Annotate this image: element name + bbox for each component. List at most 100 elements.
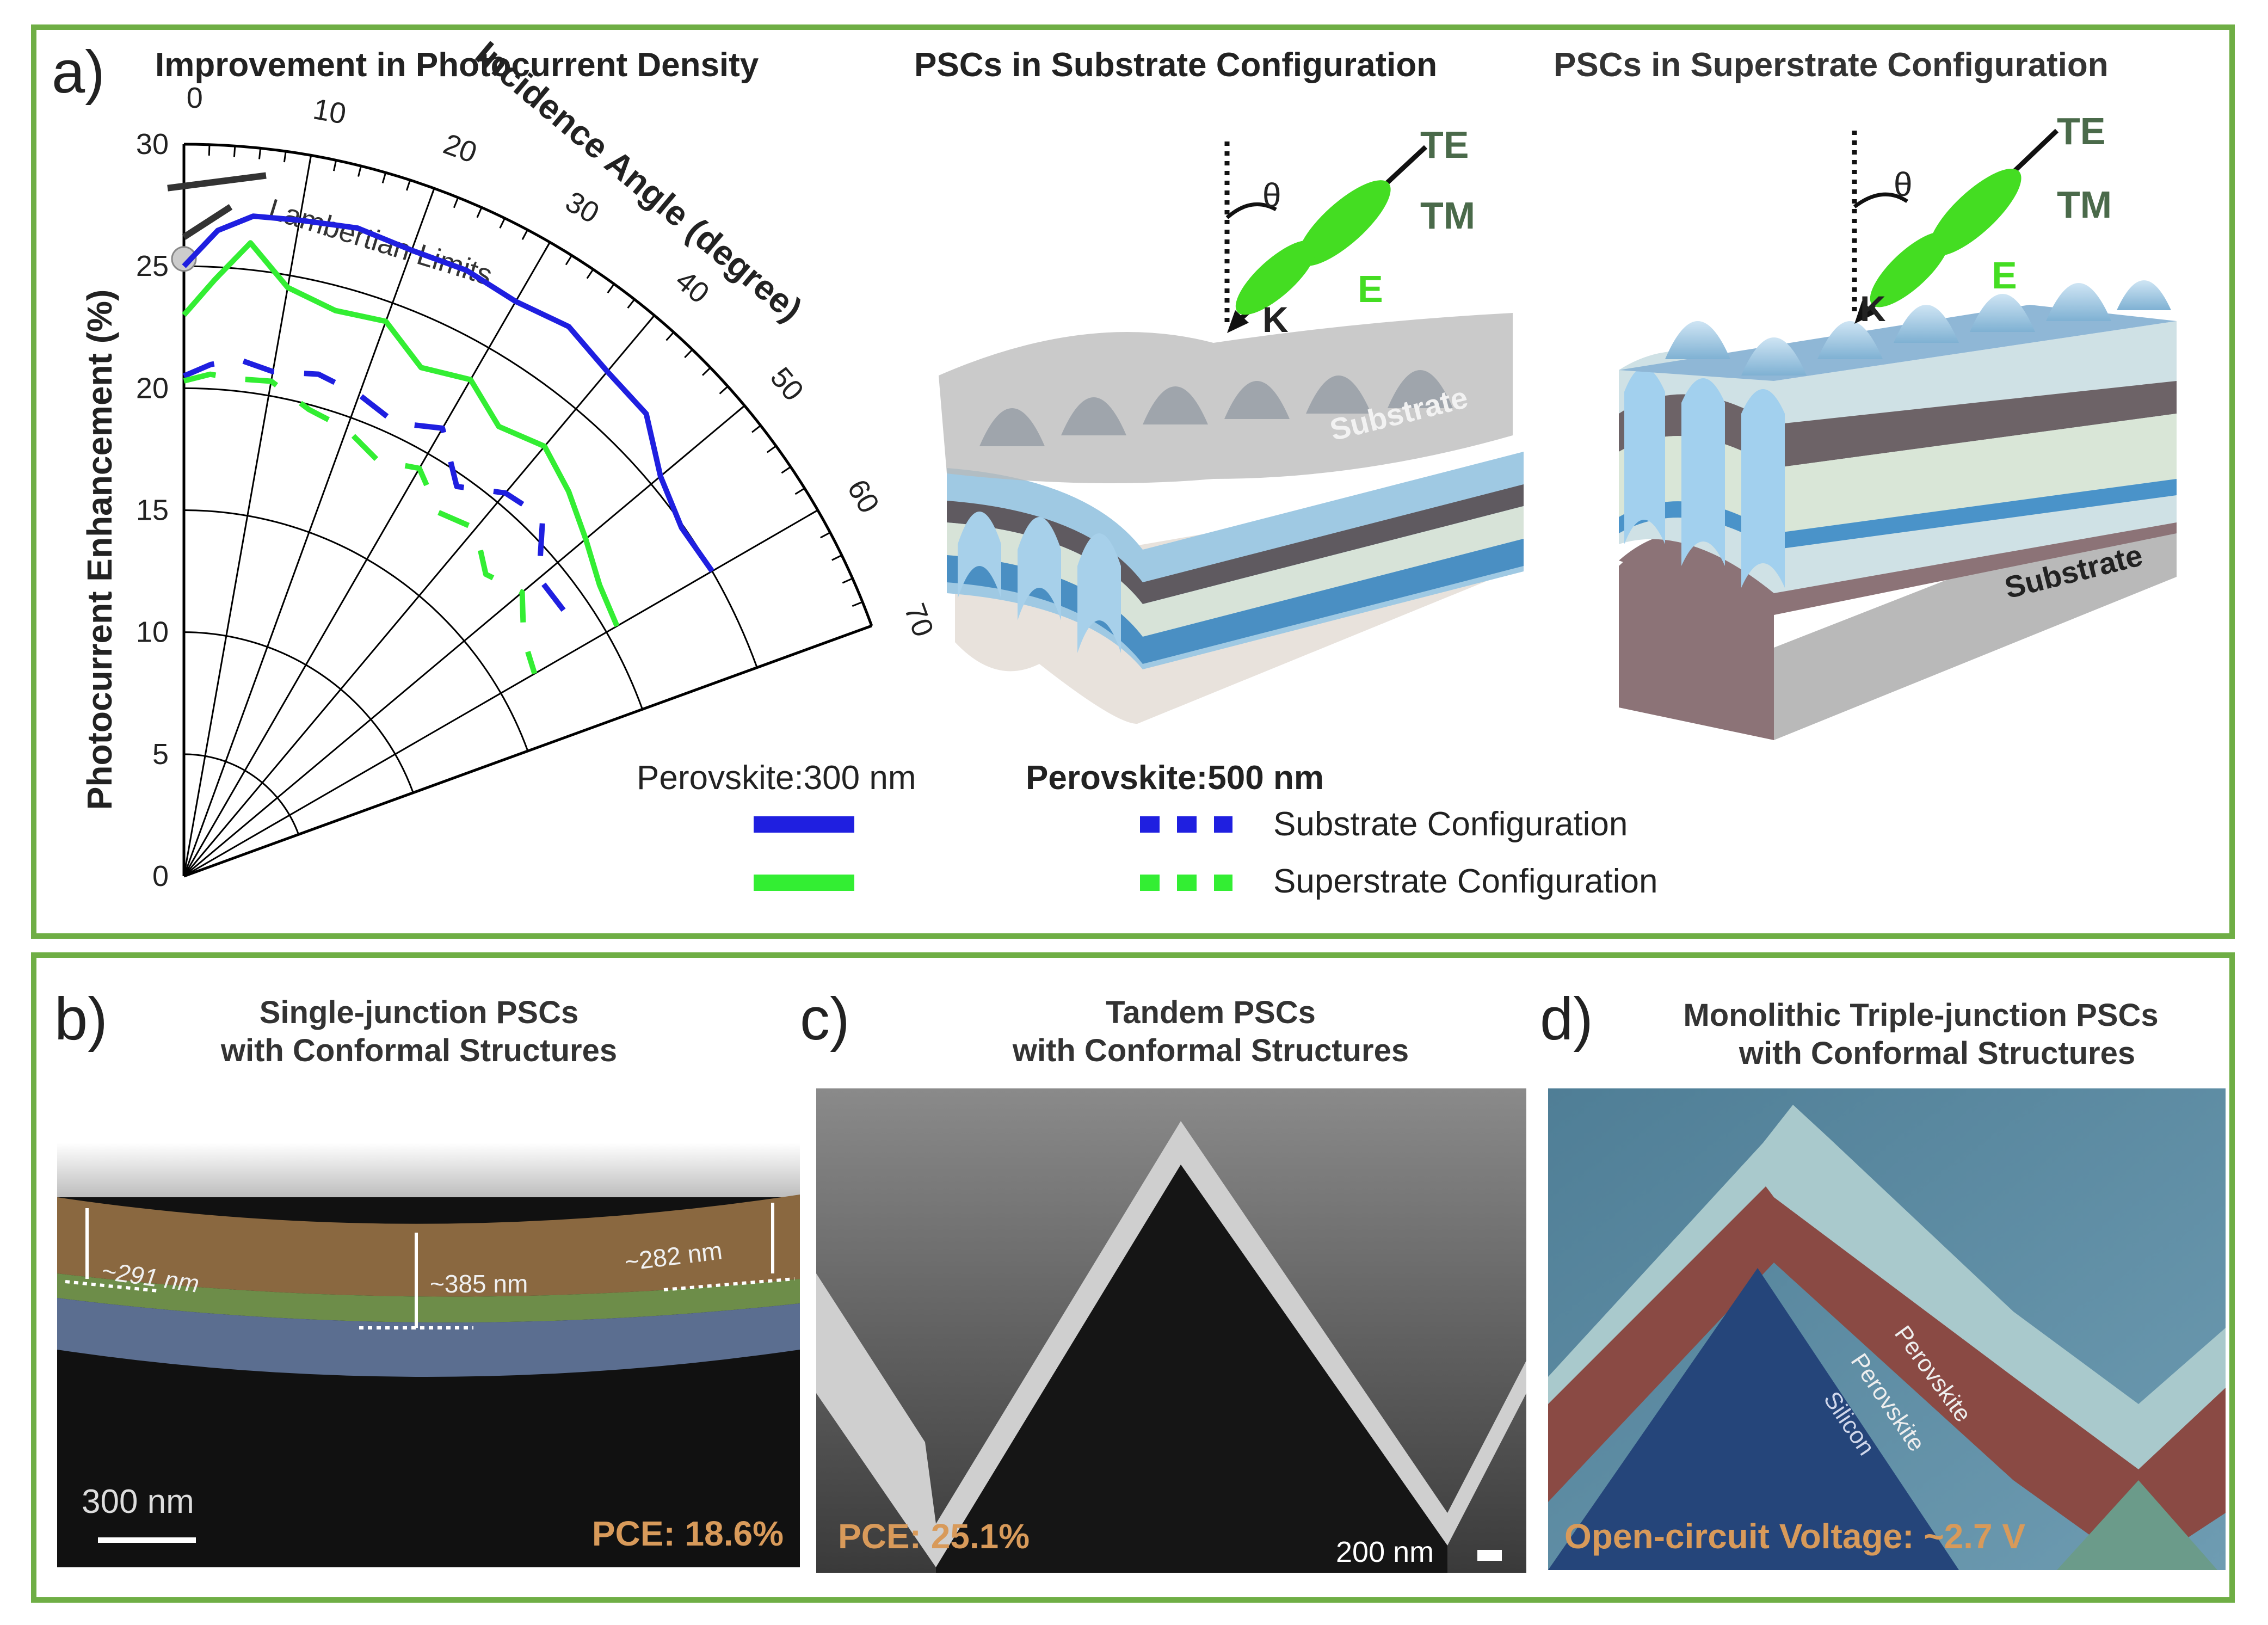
lambertian-arrow (167, 172, 267, 192)
radial-grid-arc (183, 143, 873, 626)
angular-tick-label: 60 (841, 474, 885, 519)
superstrate-incident-wave: θ TE TM E K (1852, 110, 2112, 329)
angular-tick-label: 30 (560, 185, 605, 230)
chart-title: Improvement in Photocurrent Density (155, 46, 759, 84)
angular-minor-tick (381, 172, 387, 183)
angular-minor-tick (429, 188, 435, 199)
panel-b-metric: PCE: 18.6% (592, 1514, 784, 1553)
substrate-theta: θ (1262, 177, 1281, 214)
panel-bcd-frame (31, 952, 2235, 1603)
series-line-4 (183, 371, 538, 675)
panel-c-metric: PCE: 25.1% (838, 1517, 1030, 1556)
series-line-3 (183, 356, 566, 612)
radial-tick-label: 30 (136, 128, 169, 161)
panel-c-title-2: with Conformal Structures (1012, 1033, 1409, 1068)
angular-minor-tick (521, 229, 528, 240)
angular-spoke (183, 242, 551, 877)
radial-tick-label: 25 (136, 250, 169, 282)
angular-minor-tick (684, 349, 693, 359)
angular-spoke (183, 155, 312, 877)
angular-minor-tick (565, 255, 573, 266)
panel-c-title-1: Tandem PSCs (1106, 995, 1316, 1030)
radial-tick-label: 20 (136, 372, 169, 404)
angular-minor-tick (499, 218, 506, 229)
angular-minor-tick (476, 207, 483, 218)
panel-b-letter: b) (54, 986, 108, 1052)
angular-spoke (183, 624, 872, 878)
panel-a-letter: a) (52, 39, 105, 106)
angular-tick-label: 40 (669, 264, 716, 310)
series-line-1 (182, 213, 714, 573)
angular-minor-tick (781, 466, 791, 474)
radial-tick-label: 5 (152, 738, 169, 771)
panel-d-title-2: with Conformal Structures (1739, 1036, 2135, 1071)
angular-minor-tick (842, 577, 853, 584)
superstrate-k: K (1860, 288, 1886, 329)
substrate-diagram: Substrate (939, 313, 1524, 724)
panel-b-title-2: with Conformal Structures (220, 1033, 617, 1068)
substrate-k: K (1262, 299, 1289, 340)
substrate-tm: TM (1420, 194, 1475, 237)
panel-d-sem-image: Perovskite Perovskite Silicon Open-circu… (1548, 1088, 2226, 1570)
thickness-mid: ~385 nm (430, 1270, 528, 1298)
angular-minor-tick (258, 148, 262, 159)
legend-superstrate-label: Superstrate Configuration (1273, 863, 1658, 900)
radial-tick-label: 10 (136, 616, 169, 649)
angular-tick-label: 0 (187, 82, 203, 114)
panel-b-sem-image: ~291 nm ~385 nm ~282 nm 300 nm PCE: 18.6… (57, 1143, 800, 1567)
legend-500-label: Perovskite:500 nm (1026, 759, 1324, 797)
superstrate-e: E (1992, 254, 2017, 297)
panel-a-frame (31, 24, 2235, 939)
angular-minor-tick (283, 151, 287, 163)
radial-grid-arc (183, 509, 529, 752)
substrate-incident-wave: θ TE TM E K (1224, 124, 1475, 340)
angular-minor-tick (358, 165, 362, 177)
series-line-2 (182, 240, 620, 627)
angular-minor-tick (820, 532, 831, 539)
angular-minor-tick (794, 487, 805, 495)
panel-d-letter: d) (1540, 986, 1593, 1052)
angular-minor-tick (308, 155, 312, 167)
superstrate-te: TE (2057, 110, 2105, 152)
angular-tick-label: 50 (764, 361, 810, 408)
angular-spoke (183, 188, 435, 877)
lambertian-limit-marker (171, 246, 197, 272)
legend-300-label: Perovskite:300 nm (637, 759, 916, 797)
panel-c-sem-image: 200 nm PCE: 25.1% (816, 1088, 1526, 1573)
superstrate-theta: θ (1894, 166, 1912, 204)
angular-minor-tick (735, 405, 745, 414)
angular-minor-tick (453, 197, 459, 208)
radial-grid-arc (183, 753, 300, 835)
panel-c-scale-bar (1477, 1550, 1502, 1561)
angular-minor-tick (808, 509, 818, 516)
panel-d-title-1: Monolithic Triple-junction PSCs (1683, 998, 2158, 1033)
radial-axis-label: Photocurrent Enhancement (%) (80, 290, 119, 810)
angular-minor-tick (332, 160, 337, 171)
angular-spoke (183, 509, 818, 877)
substrate-e: E (1358, 268, 1383, 310)
angular-tick-label: 70 (898, 599, 940, 641)
superstrate-diagram: Substrate (1619, 280, 2177, 740)
panel-c-scale-label: 200 nm (1336, 1536, 1434, 1568)
superstrate-tm: TM (2057, 183, 2112, 226)
angular-minor-tick (233, 146, 236, 157)
legend-substrate-label: Substrate Configuration (1273, 805, 1628, 843)
radial-tick-label: 0 (152, 860, 169, 892)
angular-minor-tick (607, 283, 615, 294)
angular-spoke (183, 405, 745, 877)
angular-minor-tick (719, 385, 729, 395)
panel-b-scale-label: 300 nm (82, 1483, 194, 1521)
panel-b-title-1: Single-junction PSCs (260, 995, 579, 1030)
superstrate-title: PSCs in Superstrate Configuration (1554, 46, 2109, 84)
substrate-title: PSCs in Substrate Configuration (914, 46, 1437, 84)
substrate-te: TE (1420, 124, 1469, 166)
angular-minor-tick (766, 445, 777, 453)
angular-minor-tick (544, 242, 551, 253)
angular-spoke (183, 315, 655, 877)
lambertian-arrow (182, 204, 233, 240)
angular-minor-tick (751, 424, 761, 433)
panel-c-letter: c) (800, 986, 850, 1052)
panel-d-metric: Open-circuit Voltage: ~2.7 V (1564, 1517, 2025, 1556)
radial-grid-arc (183, 387, 643, 710)
